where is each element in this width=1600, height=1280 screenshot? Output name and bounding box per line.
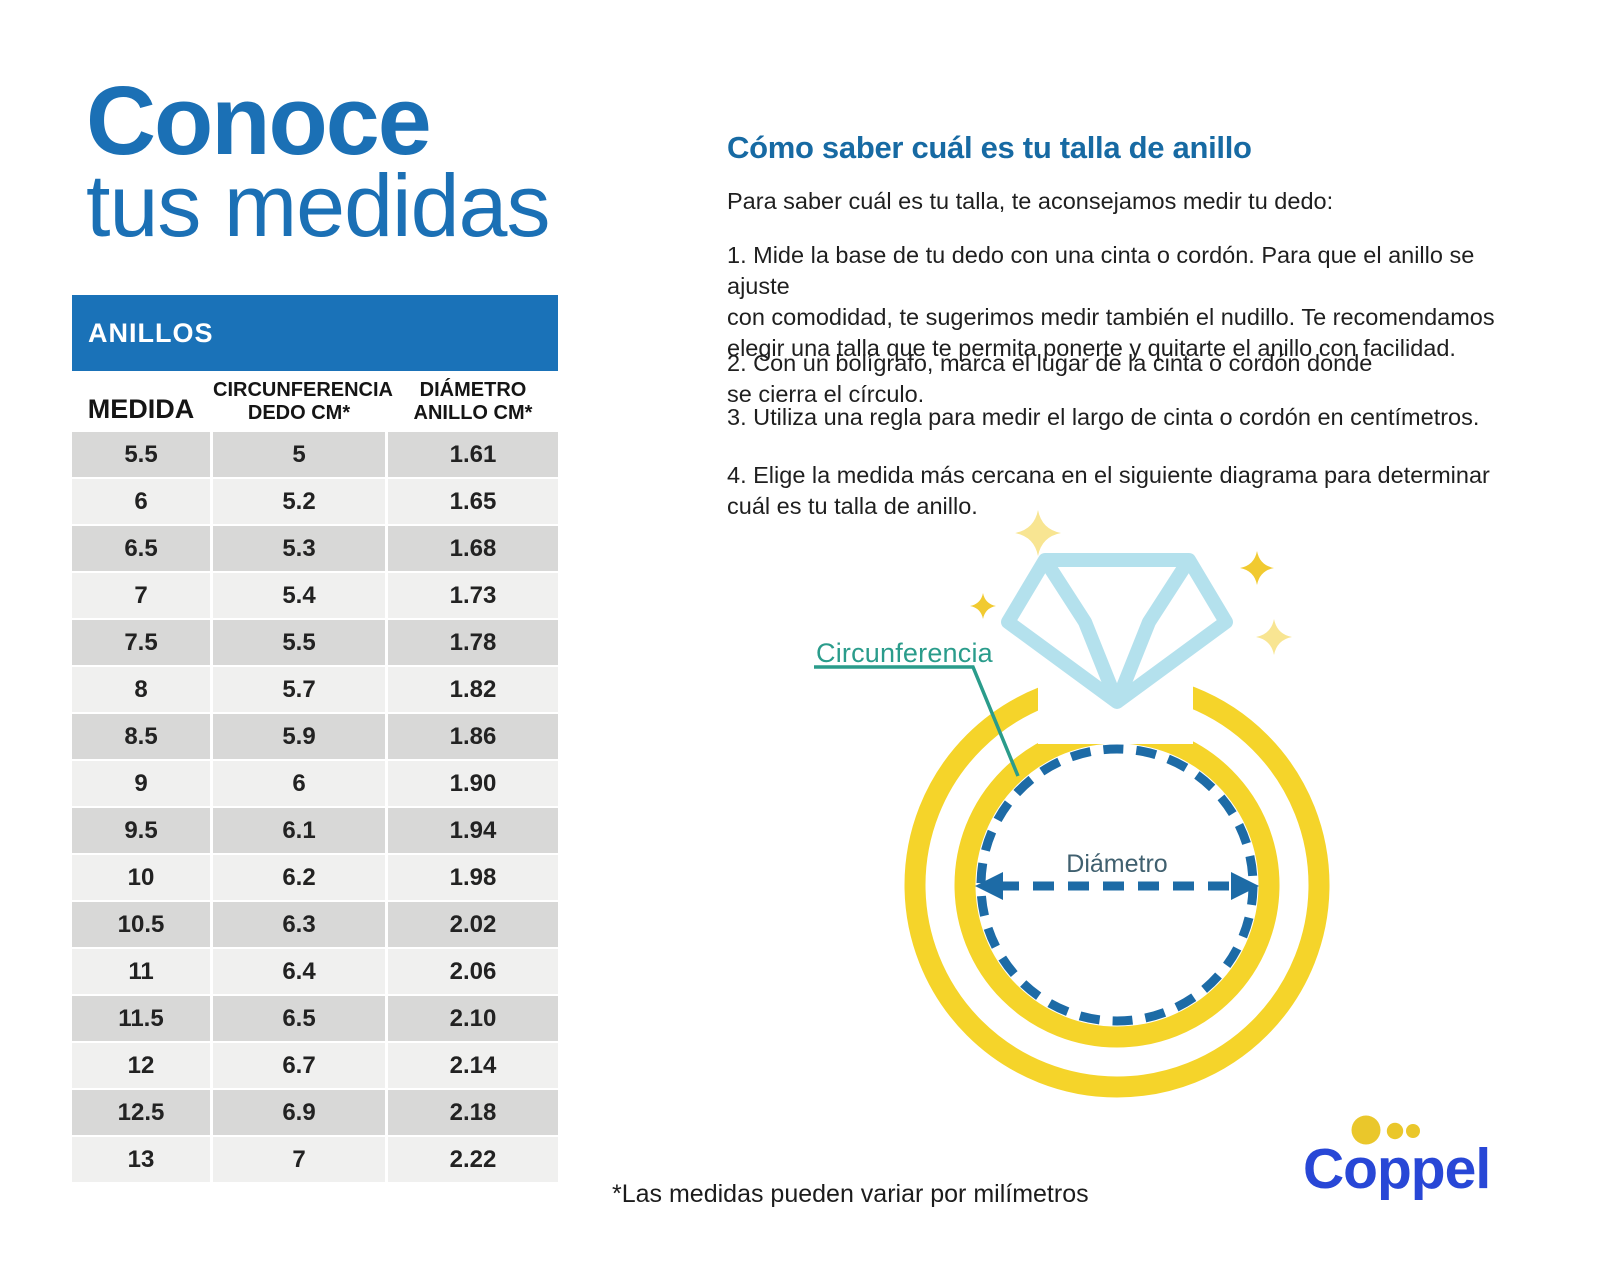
table-cell: 1.90 <box>388 761 558 806</box>
table-cell: 7 <box>72 573 210 618</box>
diamond-halo <box>986 538 1248 724</box>
table-cell: 2.06 <box>388 949 558 994</box>
guide-intro: Para saber cuál es tu talla, te aconseja… <box>727 188 1334 214</box>
page-title-line1: Conoce <box>86 66 432 175</box>
table-row: 8 5.7 1.82 <box>72 667 558 712</box>
table-row: 9 6 1.90 <box>72 761 558 806</box>
table-cell: 5.4 <box>213 573 385 618</box>
table-cell: 1.94 <box>388 808 558 853</box>
table-cell: 11 <box>72 949 210 994</box>
table-cell: 6.1 <box>213 808 385 853</box>
table-cell: 1.73 <box>388 573 558 618</box>
table-cell: 11.5 <box>72 996 210 1041</box>
table-cell: 6.5 <box>213 996 385 1041</box>
table-title-bar: ANILLOS <box>72 295 558 371</box>
table-cell: 1.82 <box>388 667 558 712</box>
table-row: 12.5 6.9 2.18 <box>72 1090 558 1135</box>
diameter-arrowhead-right <box>1231 872 1259 900</box>
table-row: 11 6.4 2.06 <box>72 949 558 994</box>
table-cell: 5.5 <box>72 432 210 477</box>
table-row: 10 6.2 1.98 <box>72 855 558 900</box>
table-cell: 5.3 <box>213 526 385 571</box>
coppel-logo-text: Coppel <box>1303 1137 1491 1201</box>
sparkle-icon <box>1240 551 1274 585</box>
table-row: 6.5 5.3 1.68 <box>72 526 558 571</box>
diamond-facets <box>1039 556 1195 705</box>
column-header-medida: MEDIDA <box>87 393 195 424</box>
table-cell: 5.2 <box>213 479 385 524</box>
column-header-circunferencia: CIRCUNFERENCIA DEDO CM* <box>213 379 393 424</box>
table-cell: 5.9 <box>213 714 385 759</box>
ring-inner-band <box>954 722 1280 1048</box>
circumference-dashed-circle <box>976 744 1258 1026</box>
table-column-headers: MEDIDA CIRCUNFERENCIA DEDO CM* DIÁMETRO … <box>72 376 558 428</box>
coppel-logo: Coppel <box>1303 1108 1523 1208</box>
table-cell: 6.5 <box>72 526 210 571</box>
table-cell: 10.5 <box>72 902 210 947</box>
table-cell: 7 <box>213 1137 385 1182</box>
table-cell: 1.68 <box>388 526 558 571</box>
table-cell: 2.02 <box>388 902 558 947</box>
table-cell: 13 <box>72 1137 210 1182</box>
table-cell: 6.7 <box>213 1043 385 1088</box>
ring-gap-mask <box>1038 598 1193 744</box>
table-cell: 6 <box>72 479 210 524</box>
ring-outer-band <box>904 672 1330 1098</box>
diameter-arrowhead-left <box>975 872 1003 900</box>
table-cell: 6 <box>213 761 385 806</box>
table-cell: 10 <box>72 855 210 900</box>
table-cell: 5 <box>213 432 385 477</box>
table-title: ANILLOS <box>88 317 214 348</box>
table-cell: 1.86 <box>388 714 558 759</box>
table-cell: 2.10 <box>388 996 558 1041</box>
table-cell: 5.5 <box>213 620 385 665</box>
size-table-body: 5.5 5 1.61 6 5.2 1.65 6.5 5.3 1.68 7 5.4 1.73 7.5 5.5… <box>72 432 558 1184</box>
column-header-diametro: DIÁMETRO ANILLO CM* <box>413 379 533 424</box>
table-cell: 8 <box>72 667 210 712</box>
table-row: 7 5.4 1.73 <box>72 573 558 618</box>
table-row: 10.5 6.3 2.02 <box>72 902 558 947</box>
table-cell: 2.14 <box>388 1043 558 1088</box>
table-row: 6 5.2 1.65 <box>72 479 558 524</box>
table-cell: 1.98 <box>388 855 558 900</box>
table-cell: 5.7 <box>213 667 385 712</box>
table-row: 13 7 2.22 <box>72 1137 558 1182</box>
table-cell: 2.22 <box>388 1137 558 1182</box>
table-cell: 7.5 <box>72 620 210 665</box>
table-cell: 8.5 <box>72 714 210 759</box>
table-row: 11.5 6.5 2.10 <box>72 996 558 1041</box>
table-cell: 2.18 <box>388 1090 558 1135</box>
table-row: 9.5 6.1 1.94 <box>72 808 558 853</box>
table-row: 7.5 5.5 1.78 <box>72 620 558 665</box>
guide-heading: Cómo saber cuál es tu talla de anillo <box>727 130 1252 165</box>
guide-step-2: 2. Con un bolígrafo, marca el lugar de l… <box>727 350 1373 407</box>
table-cell: 6.9 <box>213 1090 385 1135</box>
table-cell: 6.3 <box>213 902 385 947</box>
table-cell: 1.65 <box>388 479 558 524</box>
table-cell: 9 <box>72 761 210 806</box>
table-cell: 12.5 <box>72 1090 210 1135</box>
guide-step-4: 4. Elige la medida más cercana en el sig… <box>727 462 1490 519</box>
diameter-label: Diámetro <box>1066 850 1168 878</box>
table-row: 12 6.7 2.14 <box>72 1043 558 1088</box>
circumference-label: Circunferencia <box>816 638 993 668</box>
circumference-leader-line <box>814 665 1020 777</box>
sparkle-icon <box>970 593 996 619</box>
table-cell: 9.5 <box>72 808 210 853</box>
guide-step-3: 3. Utiliza una regla para medir el largo… <box>727 404 1480 430</box>
footnote: *Las medidas pueden variar por milímetro… <box>612 1180 1089 1208</box>
table-row: 8.5 5.9 1.86 <box>72 714 558 759</box>
table-cell: 1.78 <box>388 620 558 665</box>
coppel-logo-dots-icon <box>1351 1115 1420 1145</box>
sparkle-icon <box>1256 619 1292 655</box>
diamond-outline-icon <box>1001 553 1233 709</box>
table-cell: 1.61 <box>388 432 558 477</box>
table-cell: 6.4 <box>213 949 385 994</box>
table-cell: 12 <box>72 1043 210 1088</box>
table-cell: 6.2 <box>213 855 385 900</box>
page-title-line2: tus medidas <box>86 156 550 255</box>
guide-step-1: 1. Mide la base de tu dedo con una cinta… <box>727 242 1495 361</box>
table-row: 5.5 5 1.61 <box>72 432 558 477</box>
